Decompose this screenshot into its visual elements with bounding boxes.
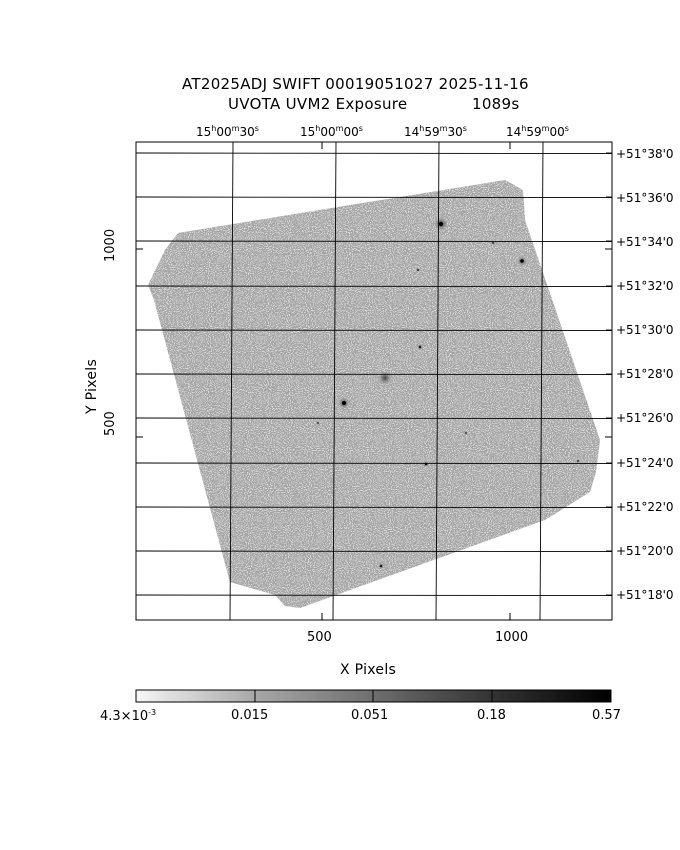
dec-label-4: +51°32'0: [616, 279, 674, 293]
star-halo: [378, 371, 392, 385]
x-tick-1000: 1000: [495, 630, 529, 645]
ra-label-1: 15h00m30s: [196, 124, 259, 139]
star-core: [317, 422, 319, 424]
x-axis-label: X Pixels: [340, 662, 397, 678]
dec-grid-line: [135, 417, 613, 420]
y-axis-label: Y Pixels: [84, 358, 100, 414]
dec-label-7: +51°26'0: [616, 411, 674, 425]
star-core: [419, 346, 421, 348]
star-core: [342, 401, 346, 405]
ra-label-3: 14h59m30s: [404, 124, 467, 139]
colorbar-ticks: [254, 690, 493, 702]
dec-grid-line: [135, 462, 613, 465]
plot-title-instrument: UVOTA UVM2 Exposure: [228, 95, 408, 113]
dec-label-11: +51°18'0: [616, 588, 674, 602]
dec-label-6: +51°28'0: [616, 367, 674, 381]
dec-label-1: +51°38'0: [616, 147, 674, 161]
dec-label-2: +51°36'0: [616, 191, 674, 205]
dec-label-5: +51°30'0: [616, 323, 674, 337]
ra-label-2: 15h00m00s: [300, 124, 363, 139]
dec-grid-line: [135, 285, 613, 288]
star-core: [465, 432, 467, 434]
y-tick-500: 500: [103, 411, 118, 436]
dec-grid-line: [135, 373, 613, 376]
dec-grid-line: [135, 550, 613, 553]
dec-grid-line: [135, 506, 613, 509]
star-core: [577, 460, 579, 462]
star-core: [438, 221, 444, 227]
plot-title-line1: AT2025ADJ SWIFT 00019051027 2025-11-16: [182, 75, 529, 93]
exposure-noise: [148, 180, 600, 608]
ra-label-4: 14h59m00s: [506, 124, 569, 139]
plot-title-exposure: 1089s: [472, 95, 520, 113]
star-core: [492, 242, 494, 244]
y-tick-1000: 1000: [103, 228, 118, 262]
colorbar-label-max: 0.57: [592, 708, 621, 723]
dec-grid-line: [135, 152, 613, 155]
coordinate-grid: [135, 141, 613, 621]
dec-grid-line: [135, 240, 613, 243]
dec-grid-line: [135, 196, 613, 199]
ra-grid-line: [332, 141, 337, 621]
star-core: [520, 259, 524, 263]
dec-grid-line: [135, 594, 613, 597]
x-tick-500: 500: [307, 630, 332, 645]
dec-grid-line: [135, 329, 613, 332]
ra-grid-line: [435, 141, 440, 621]
plot-frame: [135, 141, 613, 621]
star-core: [380, 565, 382, 567]
ra-grid-line: [539, 141, 544, 621]
colorbar-label-3: 0.051: [351, 708, 389, 723]
dec-label-3: +51°34'0: [616, 235, 674, 249]
dec-label-8: +51°24'0: [616, 456, 674, 470]
pixel-ticks: [136, 142, 612, 620]
dec-label-9: +51°22'0: [616, 500, 674, 514]
star-core: [417, 269, 419, 271]
ra-grid-line: [229, 141, 234, 621]
colorbar-label-4: 0.18: [477, 708, 506, 723]
dec-label-10: +51°20'0: [616, 544, 674, 558]
colorbar-label-2: 0.015: [231, 708, 269, 723]
colorbar-label-min: 4.3×10-3: [100, 708, 157, 724]
